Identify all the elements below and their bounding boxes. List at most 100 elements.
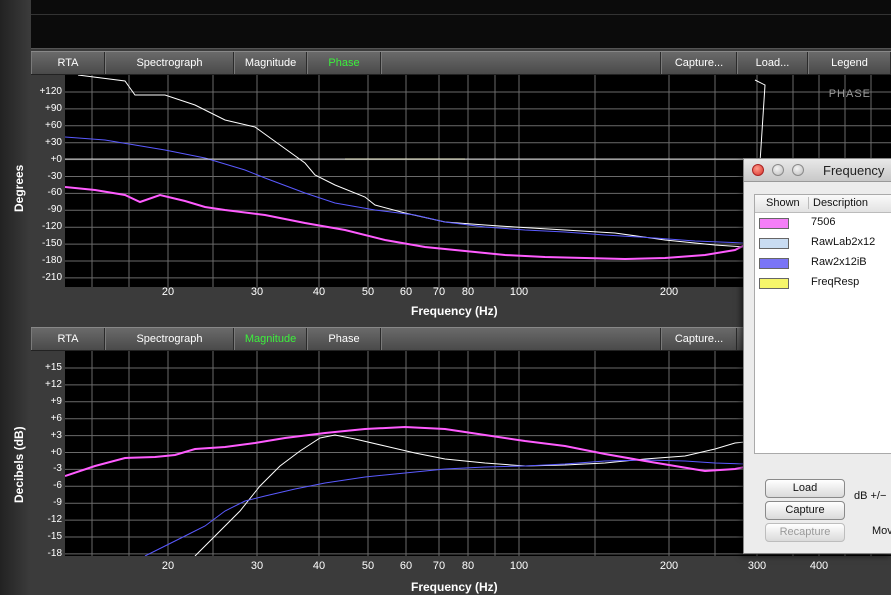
y-tick-label: -150 (41, 238, 62, 250)
tab-label: Capture... (674, 57, 724, 69)
color-swatch[interactable] (759, 238, 789, 249)
tab-label: Magnitude (244, 333, 297, 345)
x-tick-label: 60 (399, 286, 413, 298)
tab-phase[interactable]: Phase (307, 52, 381, 74)
tab-label: Phase (328, 333, 360, 345)
y-tick-label: -18 (47, 547, 62, 559)
magnitude-series-raw2x12 (144, 459, 746, 557)
tab-bar-spacer (381, 52, 661, 74)
phase-series-7506 (64, 186, 746, 261)
close-icon[interactable] (752, 164, 764, 176)
list-item[interactable]: 7506 (755, 213, 891, 233)
list-item[interactable]: FreqResp (755, 273, 891, 293)
y-tick-label: -30 (47, 170, 62, 182)
list-item[interactable]: RawLab2x12 (755, 233, 891, 253)
x-tick-label: 60 (399, 560, 413, 572)
series-label: 7506 (811, 216, 836, 228)
tab-spectrograph[interactable]: Spectrograph (105, 328, 234, 350)
x-tick-label: 200 (659, 286, 679, 298)
x-tick-label: 200 (659, 560, 679, 572)
x-tick-label: 50 (361, 560, 375, 572)
y-tick-label: -9 (53, 497, 62, 509)
top-display-strip (31, 0, 891, 49)
magnitude-series-7506 (64, 425, 746, 477)
x-tick-label: 40 (312, 560, 326, 572)
series-label: FreqResp (811, 276, 860, 288)
x-tick-label: 30 (250, 560, 264, 572)
tab-label: Magnitude (244, 57, 297, 69)
tab-rta[interactable]: RTA (31, 52, 105, 74)
load-button[interactable]: Load (765, 479, 845, 498)
phase-series-raw2x12 (64, 136, 748, 244)
phase-plot-tag: PHASE (828, 88, 871, 100)
y-tick-label: -90 (47, 204, 62, 216)
legend-tab-button[interactable]: Legend (808, 52, 891, 74)
x-tick-label: 70 (432, 560, 446, 572)
magnitude-series-rawlab (194, 434, 766, 557)
y-tick-label: +3 (50, 429, 62, 441)
x-tick-label: 100 (509, 560, 529, 572)
tab-spectrograph[interactable]: Spectrograph (105, 52, 234, 74)
tab-magnitude[interactable]: Magnitude (234, 52, 307, 74)
y-tick-label: +12 (45, 378, 62, 390)
phase-series-rawlab (77, 74, 766, 248)
legend-window-title: Frequency (823, 163, 885, 178)
y-tick-label: +0 (50, 153, 62, 165)
recapture-button[interactable]: Recapture (765, 523, 845, 542)
x-tick-label: 50 (361, 286, 375, 298)
y-tick-label: +15 (45, 362, 62, 373)
capture-tab-button[interactable]: Capture... (661, 328, 737, 350)
tab-phase[interactable]: Phase (307, 328, 381, 350)
tab-magnitude[interactable]: Magnitude (234, 328, 307, 350)
y-tick-label: -60 (47, 187, 62, 199)
series-label: RawLab2x12 (811, 236, 876, 248)
color-swatch[interactable] (759, 278, 789, 289)
phase-view-tab-bar: RTA Spectrograph Magnitude Phase Capture… (31, 51, 891, 75)
y-tick-label: -15 (47, 531, 62, 542)
tab-label: Spectrograph (136, 57, 203, 69)
db-range-label: dB +/− (854, 490, 887, 502)
tab-bar-spacer (381, 328, 661, 350)
series-label: Raw2x12iB (811, 256, 867, 268)
magnitude-x-axis-title: Frequency (Hz) (411, 580, 498, 594)
capture-button[interactable]: Capture (765, 501, 845, 520)
tab-label: Phase (328, 57, 360, 69)
list-item[interactable]: Raw2x12iB (755, 253, 891, 273)
capture-tab-button[interactable]: Capture... (661, 52, 737, 74)
y-tick-label: +9 (50, 395, 62, 407)
y-tick-label: +60 (45, 119, 62, 131)
legend-list[interactable]: Shown Description 7506 RawLab2x12 Raw2x1… (754, 194, 891, 454)
y-tick-label: +120 (39, 86, 62, 97)
x-tick-label: 70 (432, 286, 446, 298)
x-tick-label: 100 (509, 286, 529, 298)
y-tick-label: -180 (41, 255, 62, 266)
y-tick-label: -12 (47, 514, 62, 526)
color-swatch[interactable] (759, 218, 789, 229)
minimize-icon[interactable] (772, 164, 784, 176)
moving-average-label: Mov (872, 525, 891, 537)
legend-window[interactable]: Frequency Shown Description 7506 RawLab2… (743, 158, 891, 554)
y-tick-label: -120 (41, 221, 62, 233)
tab-label: RTA (57, 333, 79, 345)
tab-rta[interactable]: RTA (31, 328, 105, 350)
load-tab-button[interactable]: Load... (737, 52, 808, 74)
y-tick-label: +30 (45, 136, 62, 148)
zoom-icon[interactable] (792, 164, 804, 176)
y-tick-label: -210 (41, 271, 62, 283)
y-tick-label: +0 (50, 446, 62, 458)
x-tick-label: 80 (461, 286, 475, 298)
column-header-description[interactable]: Description (808, 197, 868, 209)
x-tick-label: 40 (312, 286, 326, 298)
column-header-shown[interactable]: Shown (766, 197, 800, 209)
y-tick-label: +90 (45, 102, 62, 114)
tab-label: Capture... (674, 333, 724, 345)
legend-window-titlebar[interactable]: Frequency (744, 159, 891, 182)
tab-label: Legend (831, 57, 868, 69)
x-tick-label: 400 (809, 560, 829, 572)
x-tick-label: 30 (250, 286, 264, 298)
phase-x-axis-title: Frequency (Hz) (411, 304, 498, 318)
x-tick-label: 300 (747, 560, 767, 572)
y-tick-label: -3 (53, 463, 62, 475)
tab-label: Load... (755, 57, 790, 69)
color-swatch[interactable] (759, 258, 789, 269)
